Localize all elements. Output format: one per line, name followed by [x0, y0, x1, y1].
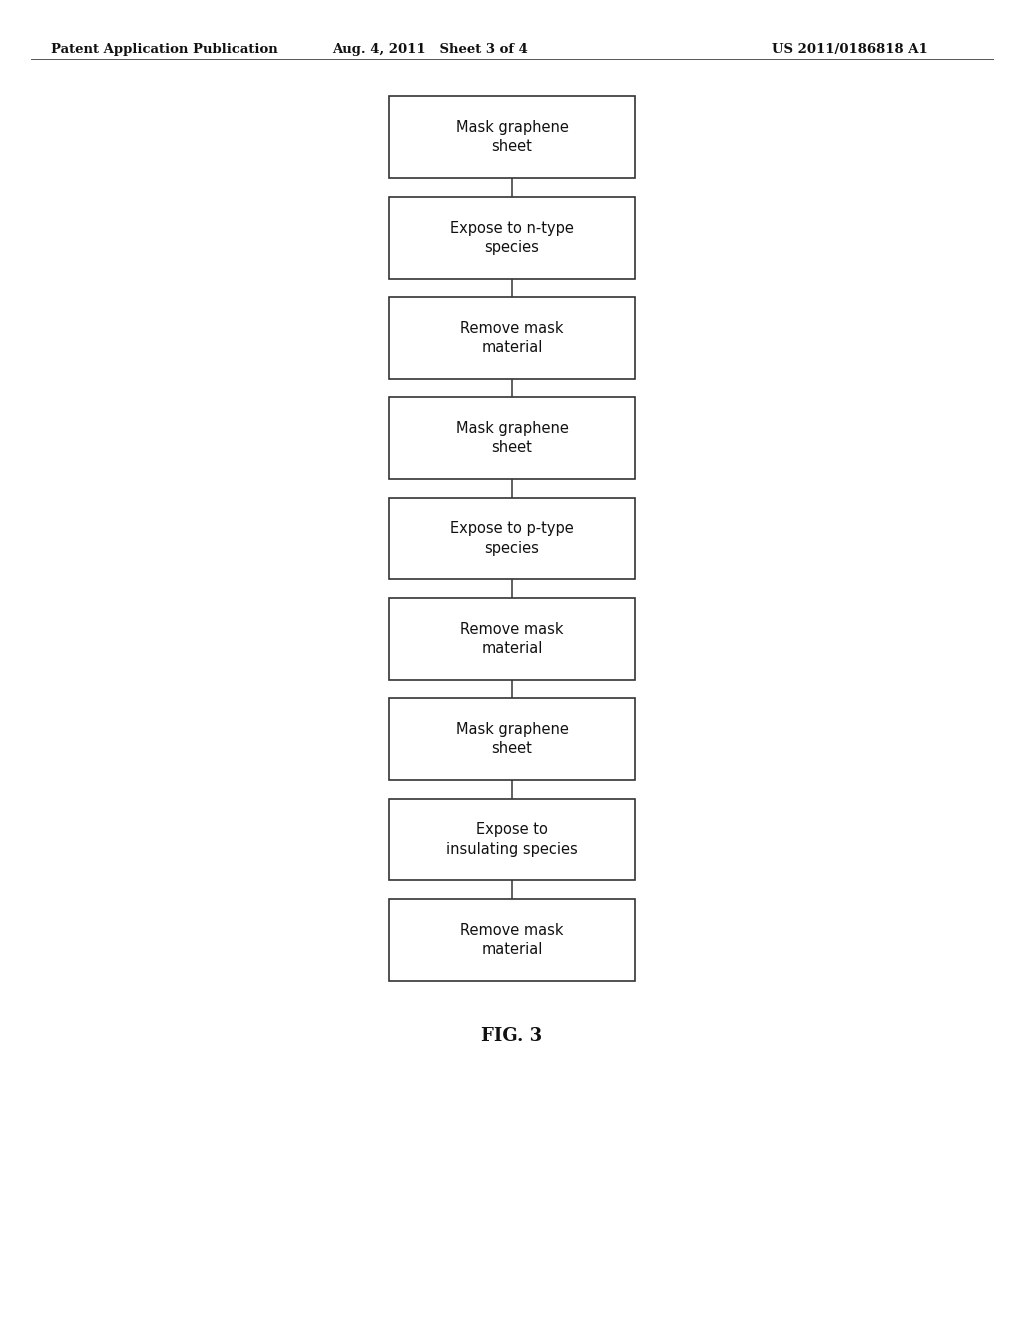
Text: Expose to n-type
species: Expose to n-type species [451, 220, 573, 255]
Text: FIG. 3: FIG. 3 [481, 1027, 543, 1045]
FancyBboxPatch shape [389, 598, 635, 680]
FancyBboxPatch shape [389, 96, 635, 178]
Text: Remove mask
material: Remove mask material [460, 622, 564, 656]
Text: Remove mask
material: Remove mask material [460, 321, 564, 355]
Text: Mask graphene
sheet: Mask graphene sheet [456, 421, 568, 455]
FancyBboxPatch shape [389, 197, 635, 279]
Text: US 2011/0186818 A1: US 2011/0186818 A1 [772, 44, 928, 55]
FancyBboxPatch shape [389, 899, 635, 981]
Text: Mask graphene
sheet: Mask graphene sheet [456, 120, 568, 154]
FancyBboxPatch shape [389, 498, 635, 579]
FancyBboxPatch shape [389, 799, 635, 880]
FancyBboxPatch shape [389, 297, 635, 379]
Text: Patent Application Publication: Patent Application Publication [51, 44, 278, 55]
Text: Expose to
insulating species: Expose to insulating species [446, 822, 578, 857]
FancyBboxPatch shape [389, 397, 635, 479]
Text: Aug. 4, 2011   Sheet 3 of 4: Aug. 4, 2011 Sheet 3 of 4 [332, 44, 528, 55]
FancyBboxPatch shape [389, 698, 635, 780]
Text: Mask graphene
sheet: Mask graphene sheet [456, 722, 568, 756]
Text: Expose to p-type
species: Expose to p-type species [451, 521, 573, 556]
Text: Remove mask
material: Remove mask material [460, 923, 564, 957]
